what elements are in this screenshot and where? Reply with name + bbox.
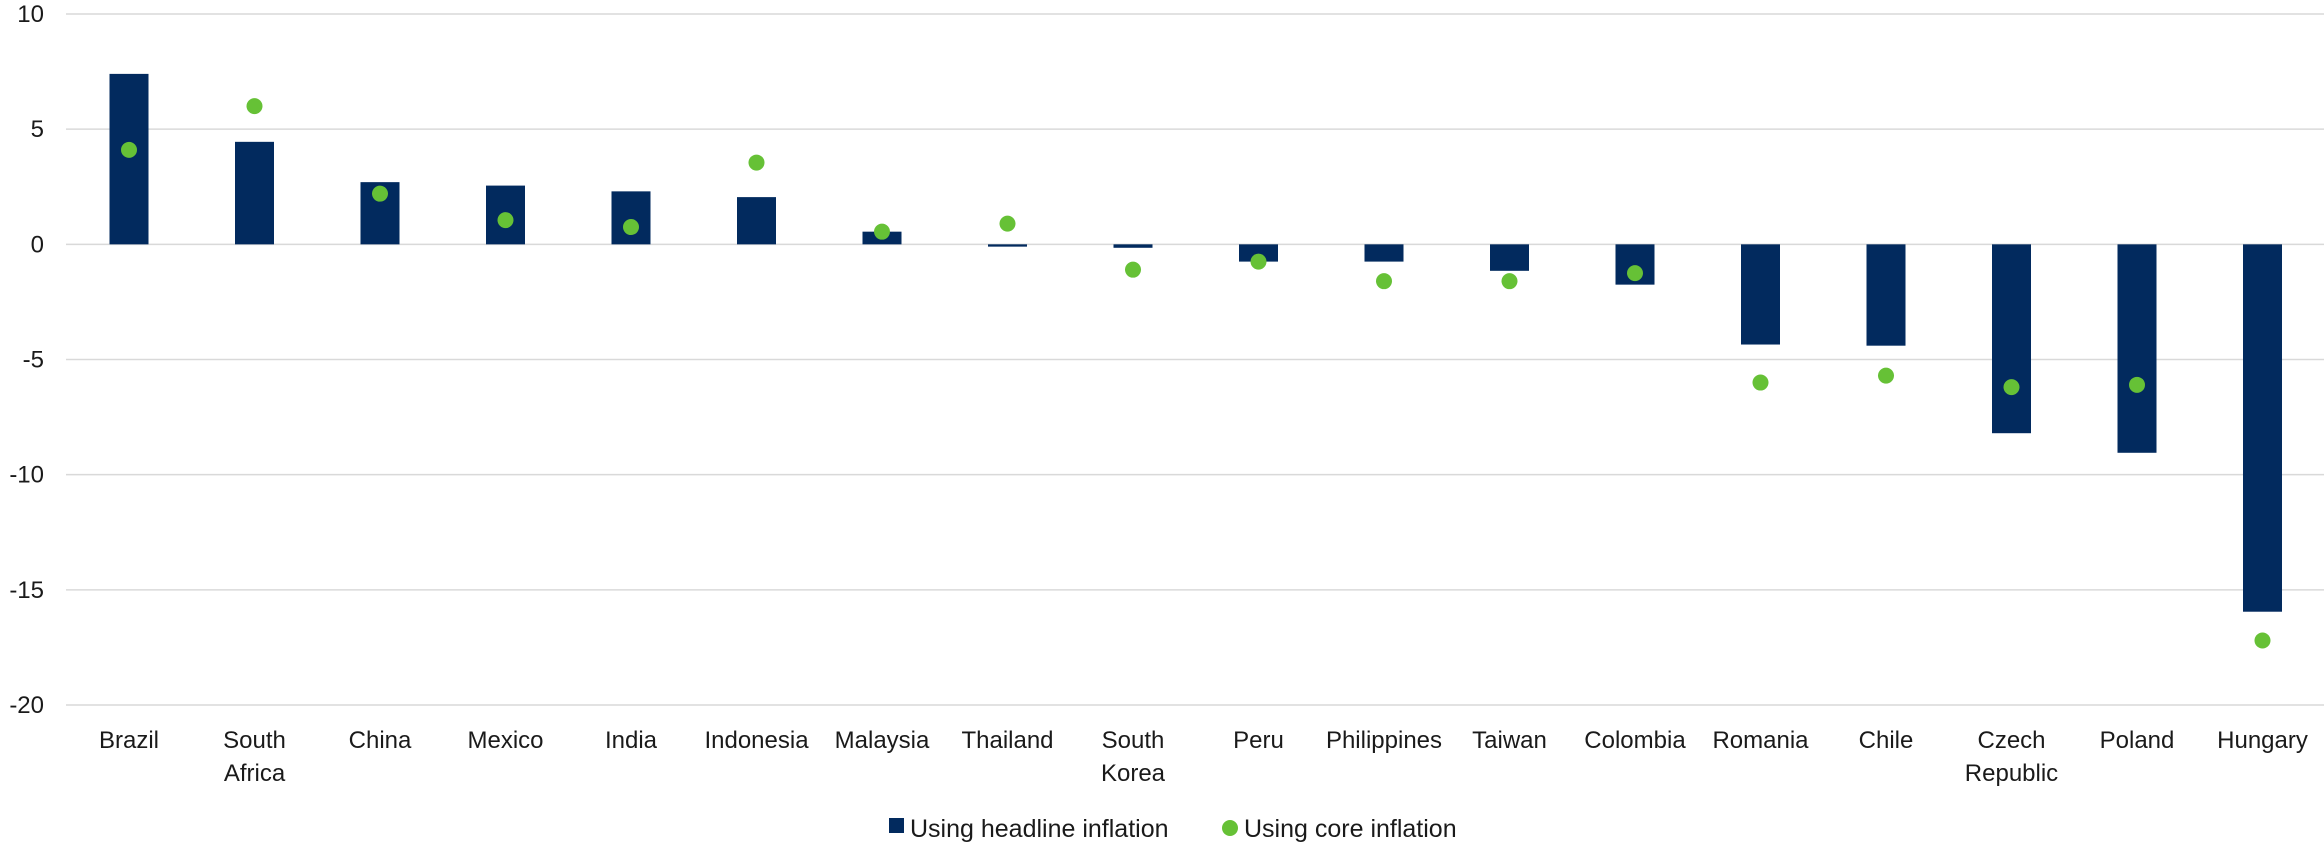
- dot-core: [246, 98, 263, 115]
- dot-core: [121, 141, 137, 158]
- category-label: Malaysia: [835, 727, 930, 754]
- dot-core: [748, 154, 765, 171]
- bar-headline: [1866, 244, 1906, 346]
- bar-headline: [611, 191, 651, 245]
- bar-headline: [235, 141, 274, 245]
- dot-core: [1250, 253, 1267, 270]
- dot-core: [1501, 273, 1518, 290]
- category-label: India: [605, 727, 658, 754]
- y-tick-label: -5: [23, 347, 44, 374]
- y-tick-label: -20: [9, 692, 44, 719]
- category-label: Romania: [1712, 727, 1809, 754]
- dot-core: [2129, 376, 2145, 393]
- legend-label-headline: Using headline inflation: [910, 815, 1169, 843]
- legend-swatch-core: [1222, 820, 1238, 836]
- bar-headline: [1239, 244, 1278, 262]
- category-label: Thailand: [961, 727, 1053, 754]
- category-label: Korea: [1101, 760, 1166, 787]
- category-label: Colombia: [1584, 727, 1686, 754]
- category-label: Indonesia: [704, 727, 809, 754]
- y-tick-label: 5: [31, 116, 44, 143]
- category-label: Poland: [2100, 727, 2175, 754]
- legend-item-core: Using core inflation: [1222, 815, 1457, 843]
- bar-headline: [1992, 244, 2031, 434]
- bar-series: [109, 73, 2282, 612]
- y-tick-label: -15: [9, 577, 44, 604]
- x-axis-labels: Brazil South Africa China Mexico India Indones…: [99, 727, 2308, 787]
- y-tick-label: -10: [9, 462, 44, 489]
- dot-core: [999, 215, 1016, 232]
- dot-core: [1878, 367, 1894, 384]
- y-tick-label: 10: [17, 1, 44, 28]
- dot-series: [121, 98, 2271, 649]
- dot-core: [2003, 379, 2020, 396]
- y-tick-label: 0: [31, 231, 44, 258]
- legend-label-core: Using core inflation: [1244, 815, 1457, 843]
- bar-headline: [2243, 244, 2282, 612]
- category-label: Hungary: [2217, 727, 2308, 754]
- bar-headline: [1490, 244, 1529, 271]
- legend-item-headline: Using headline inflation: [889, 815, 1169, 843]
- bar-headline: [988, 244, 1027, 247]
- dot-core: [1125, 261, 1141, 278]
- category-label: South: [1102, 727, 1165, 754]
- gridlines: [66, 13, 2324, 706]
- bar-headline: [109, 73, 149, 245]
- category-label: Taiwan: [1472, 727, 1547, 754]
- bar-headline: [1741, 244, 1780, 345]
- bar-headline: [1364, 244, 1404, 262]
- dot-core: [623, 219, 639, 236]
- category-label: South: [223, 727, 286, 754]
- category-label: Chile: [1859, 727, 1914, 754]
- dot-core: [1627, 265, 1643, 282]
- legend: Using headline inflation Using core infl…: [889, 815, 1457, 843]
- dot-core: [1752, 374, 1769, 391]
- category-label: Philippines: [1326, 727, 1442, 754]
- bar-headline: [1113, 244, 1153, 248]
- category-label: Mexico: [467, 727, 543, 754]
- category-label: Peru: [1233, 727, 1284, 754]
- bar-headline: [737, 197, 776, 245]
- category-label: China: [349, 727, 412, 754]
- dot-core: [874, 223, 890, 240]
- dot-core: [372, 185, 388, 202]
- category-label: Republic: [1965, 760, 2058, 787]
- y-axis: 10 5 0 -5 -10 -15 -20: [9, 1, 44, 719]
- category-label: Africa: [224, 760, 286, 787]
- dot-core: [497, 212, 514, 229]
- dot-core: [1376, 273, 1392, 290]
- bar-headline: [2117, 244, 2157, 453]
- dot-core: [2254, 632, 2271, 649]
- legend-swatch-headline: [889, 818, 904, 833]
- category-label: Czech: [1977, 727, 2045, 754]
- category-label: Brazil: [99, 727, 159, 754]
